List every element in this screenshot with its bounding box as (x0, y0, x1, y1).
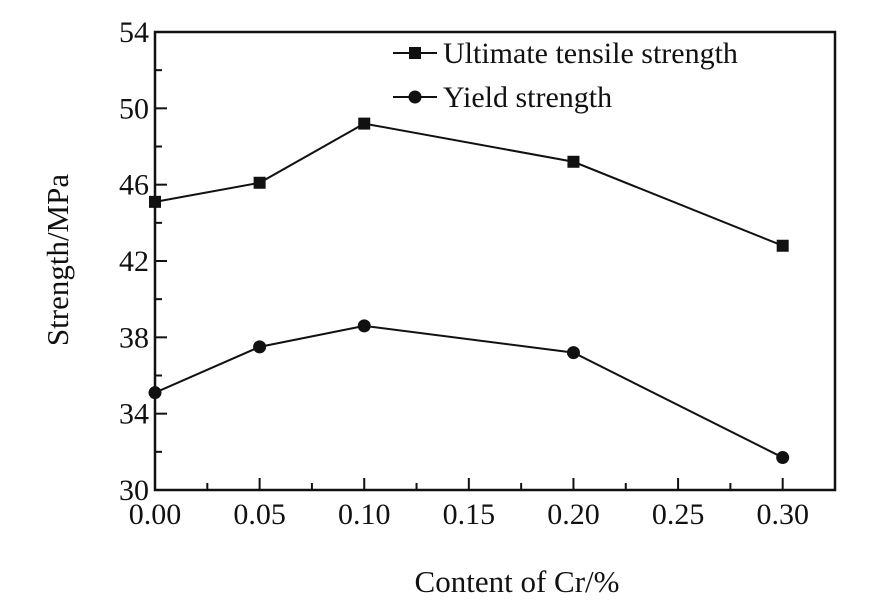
y-tick-label: 54 (119, 16, 149, 49)
legend-entry: Ultimate tensile strength (393, 37, 738, 70)
data-point (149, 195, 161, 208)
series-layer (148, 117, 790, 465)
x-tick-label: 0.00 (129, 498, 182, 531)
y-tick-label: 50 (119, 92, 149, 125)
x-tick-label: 0.25 (652, 498, 705, 531)
x-tick-label: 0.20 (547, 498, 600, 531)
x-tick-label: 0.05 (233, 498, 286, 531)
legend-marker (409, 47, 421, 59)
legend-label: Ultimate tensile strength (443, 37, 738, 70)
data-point (567, 155, 580, 168)
legend-marker (408, 90, 422, 104)
data-point (357, 319, 371, 333)
x-tick-label: 0.30 (756, 498, 809, 531)
data-point (253, 340, 267, 354)
data-point (566, 346, 580, 360)
y-tick-label: 34 (119, 398, 149, 431)
series-ultimate-tensile-strength (149, 117, 789, 252)
y-tick-label: 42 (119, 245, 149, 278)
data-point (358, 117, 371, 130)
y-tick-label: 30 (119, 474, 149, 507)
data-point (253, 176, 266, 189)
data-point (148, 386, 162, 400)
y-tick-label: 38 (119, 321, 149, 354)
legend-entry: Yield strength (393, 81, 612, 114)
series-line (154, 122, 784, 247)
x-tick-label: 0.15 (443, 498, 496, 531)
series-yield-strength (148, 319, 790, 465)
y-axis-label: Strength/MPa (40, 174, 75, 346)
tick-layer: 0.00 0.05 0.10 0.15 0.20 0.25 0.30 30 34 38 42 46 50… (119, 16, 809, 531)
data-point (776, 239, 789, 252)
legend: Ultimate tensile strength Yield strength (393, 37, 738, 114)
series-line (154, 324, 784, 459)
x-tick-label: 0.10 (338, 498, 391, 531)
legend-label: Yield strength (443, 81, 612, 114)
data-point (776, 451, 790, 465)
y-tick-label: 46 (119, 169, 149, 202)
x-axis-label: Content of Cr/% (415, 564, 620, 599)
